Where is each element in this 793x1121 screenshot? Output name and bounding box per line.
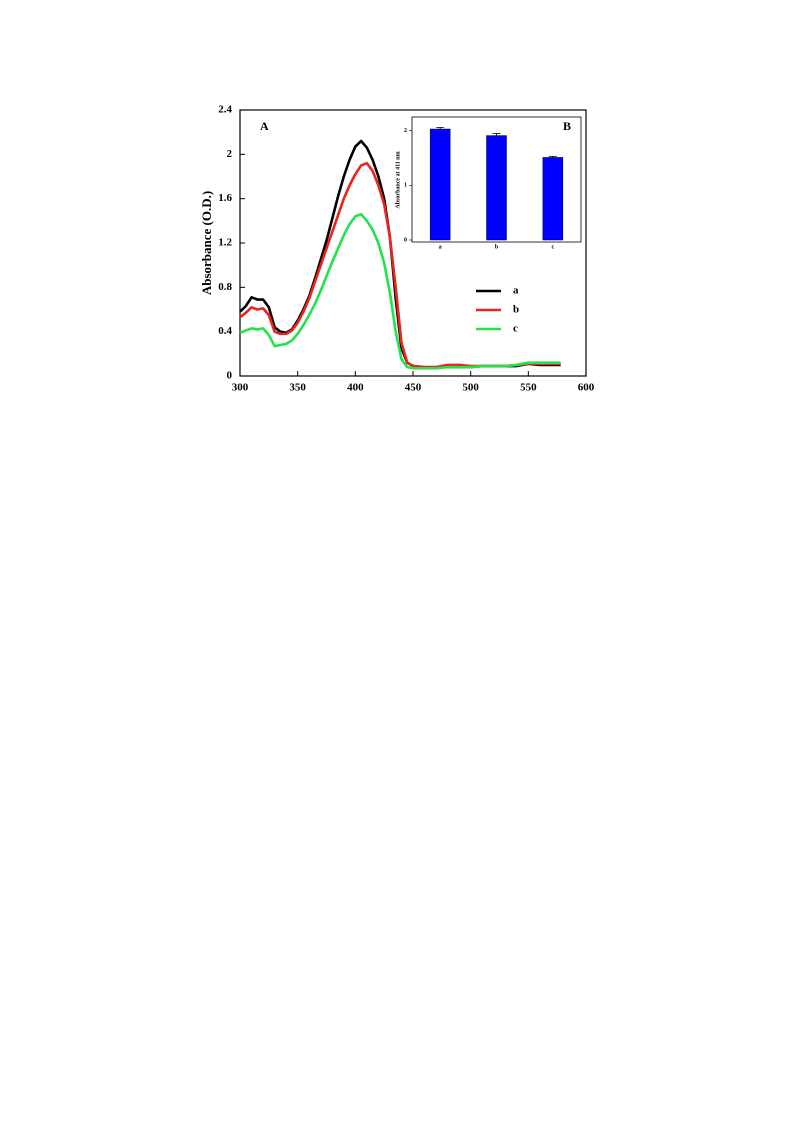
y-tick-label: 1.6 — [218, 192, 232, 204]
legend-label: c — [513, 323, 518, 335]
x-tick-label: 300 — [232, 382, 249, 394]
y-axis-label: Absorbance (O.D.) — [199, 191, 214, 295]
x-tick-label: a — [439, 244, 442, 250]
y-tick-label: 2 — [404, 128, 407, 134]
y-tick-label: 2 — [227, 148, 233, 160]
x-tick-label: 350 — [289, 382, 306, 394]
x-tick-label: 600 — [578, 382, 595, 394]
legend-label: a — [513, 285, 519, 297]
panel-label: B — [563, 119, 571, 133]
x-tick-label: 400 — [347, 382, 364, 394]
y-tick-label: 0 — [404, 237, 407, 243]
x-tick-label: 450 — [405, 382, 422, 394]
bar — [542, 157, 564, 241]
y-tick-label: 1 — [404, 183, 407, 189]
error-bar — [436, 126, 445, 130]
bar — [429, 128, 451, 241]
error-bar — [492, 133, 501, 136]
y-tick-label: 0.8 — [218, 281, 232, 293]
x-tick-label: 550 — [520, 382, 537, 394]
y-tick-label: 0 — [227, 370, 233, 382]
x-tick-label: c — [551, 244, 554, 250]
x-tick-label: 500 — [462, 382, 479, 394]
x-tick-label: b — [495, 244, 499, 250]
y-tick-label: 2.4 — [218, 104, 232, 116]
panel-label: A — [260, 119, 269, 133]
y-tick-label: 0.4 — [218, 325, 232, 337]
legend-label: b — [513, 304, 519, 316]
data-line — [239, 212, 561, 370]
y-axis-label: Absorbance at 411 nm — [395, 151, 401, 208]
error-bar — [548, 155, 557, 158]
bar — [486, 135, 507, 241]
y-tick-label: 1.2 — [218, 237, 232, 249]
